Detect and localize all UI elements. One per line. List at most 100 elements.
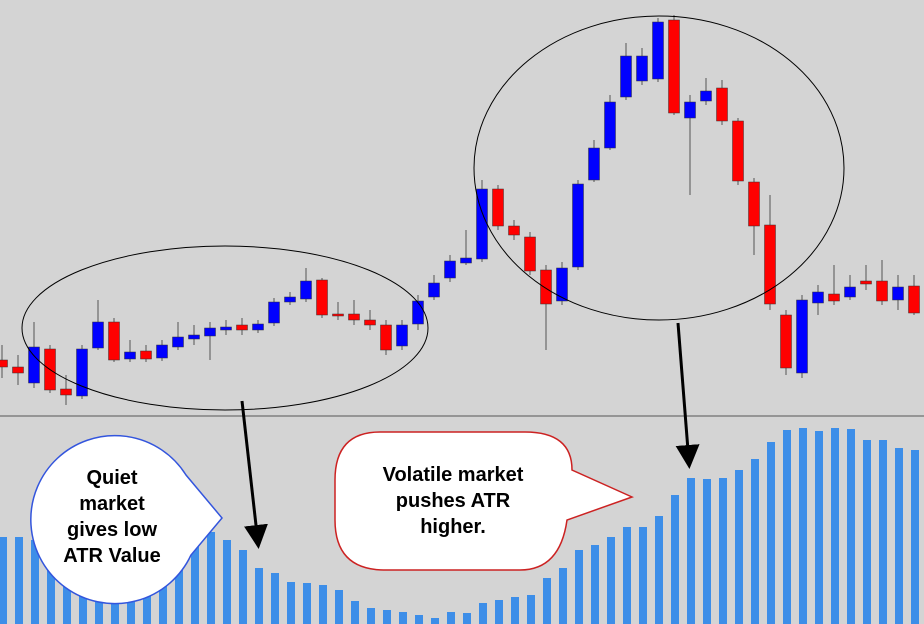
atr-bar — [735, 470, 743, 624]
atr-bar — [559, 568, 567, 624]
candle-body — [172, 336, 184, 348]
atr-bar — [239, 550, 247, 624]
candle-body — [268, 301, 280, 324]
candle-body — [12, 366, 24, 374]
candle-body — [412, 300, 424, 325]
atr-bar — [431, 618, 439, 624]
atr-bar — [671, 495, 679, 624]
candle-body — [828, 293, 840, 302]
candle-body — [252, 323, 264, 331]
atr-bar — [303, 583, 311, 624]
speech-bubble — [30, 434, 223, 605]
candle-body — [780, 314, 792, 369]
candle-body — [796, 299, 808, 374]
candle-body — [892, 286, 904, 301]
candle-body — [668, 19, 680, 114]
atr-bar — [287, 582, 295, 624]
atr-bar — [271, 573, 279, 624]
atr-bar — [719, 478, 727, 624]
atr-bar — [623, 527, 631, 624]
candle-body — [156, 344, 168, 359]
atr-bar — [543, 578, 551, 624]
atr-bar — [511, 597, 519, 624]
atr-bar — [527, 595, 535, 624]
candle-body — [732, 120, 744, 182]
atr-bar — [399, 612, 407, 624]
atr-bar — [415, 615, 423, 624]
atr-bar — [639, 527, 647, 624]
candle-body — [460, 257, 472, 264]
candle-body — [220, 326, 232, 331]
candle-body — [908, 285, 920, 314]
atr-bar — [223, 540, 231, 624]
annotation: Quiet market gives low ATR Value — [63, 467, 161, 567]
atr-bar — [911, 450, 919, 624]
candle-body — [684, 101, 696, 119]
atr-bar — [607, 537, 615, 624]
marks — [0, 15, 920, 624]
candle-body — [0, 359, 8, 368]
candle-body — [604, 101, 616, 149]
candle-body — [556, 267, 568, 302]
candle-body — [28, 346, 40, 384]
atr-bar — [479, 603, 487, 624]
candle-body — [844, 286, 856, 298]
candle-body — [700, 90, 712, 102]
speech-bubble — [334, 431, 635, 571]
atr-bar — [831, 428, 839, 624]
atr-bar — [799, 428, 807, 624]
candle-body — [716, 87, 728, 122]
atr-bar — [191, 540, 199, 624]
candle-body — [108, 321, 120, 361]
candle-body — [636, 55, 648, 82]
atr-bar — [367, 608, 375, 624]
candle-body — [300, 280, 312, 300]
volatile-ellipse — [473, 15, 845, 321]
candle-body — [380, 324, 392, 351]
candle-body — [540, 269, 552, 305]
atr-bar — [879, 440, 887, 624]
candle-body — [860, 280, 872, 285]
candle-body — [124, 351, 136, 360]
candle-body — [748, 181, 760, 227]
atr-bar — [783, 430, 791, 624]
candle-body — [396, 324, 408, 347]
atr-bar — [175, 567, 183, 624]
candle-body — [652, 21, 664, 80]
atr-bar — [751, 459, 759, 624]
candle-body — [60, 388, 72, 396]
candle-body — [364, 319, 376, 326]
candle-body — [236, 324, 248, 331]
candle-body — [492, 188, 504, 227]
atr-bar — [655, 516, 663, 624]
candle-body — [876, 280, 888, 302]
atr-bar — [255, 568, 263, 624]
atr-bar — [31, 540, 39, 624]
candle-body — [92, 321, 104, 349]
atr-bar — [767, 442, 775, 624]
candle-body — [812, 291, 824, 304]
atr-bar — [159, 565, 167, 624]
atr-bar — [351, 601, 359, 624]
atr-bar — [863, 440, 871, 624]
atr-bar — [335, 590, 343, 624]
atr-bar — [47, 543, 55, 624]
candle-body — [428, 282, 440, 298]
candle-body — [524, 236, 536, 272]
atr-bar — [207, 532, 215, 624]
candle-body — [316, 279, 328, 316]
atr-bar — [815, 431, 823, 624]
candle-body — [76, 348, 88, 397]
atr-bar — [447, 612, 455, 624]
atr-bar — [703, 479, 711, 624]
atr-bar — [0, 537, 7, 624]
candle-body — [764, 224, 776, 305]
candle-body — [348, 313, 360, 321]
atr-bar — [575, 550, 583, 624]
candle-body — [140, 350, 152, 360]
candle-body — [204, 327, 216, 337]
candle-body — [444, 260, 456, 279]
arrow — [240, 400, 268, 549]
